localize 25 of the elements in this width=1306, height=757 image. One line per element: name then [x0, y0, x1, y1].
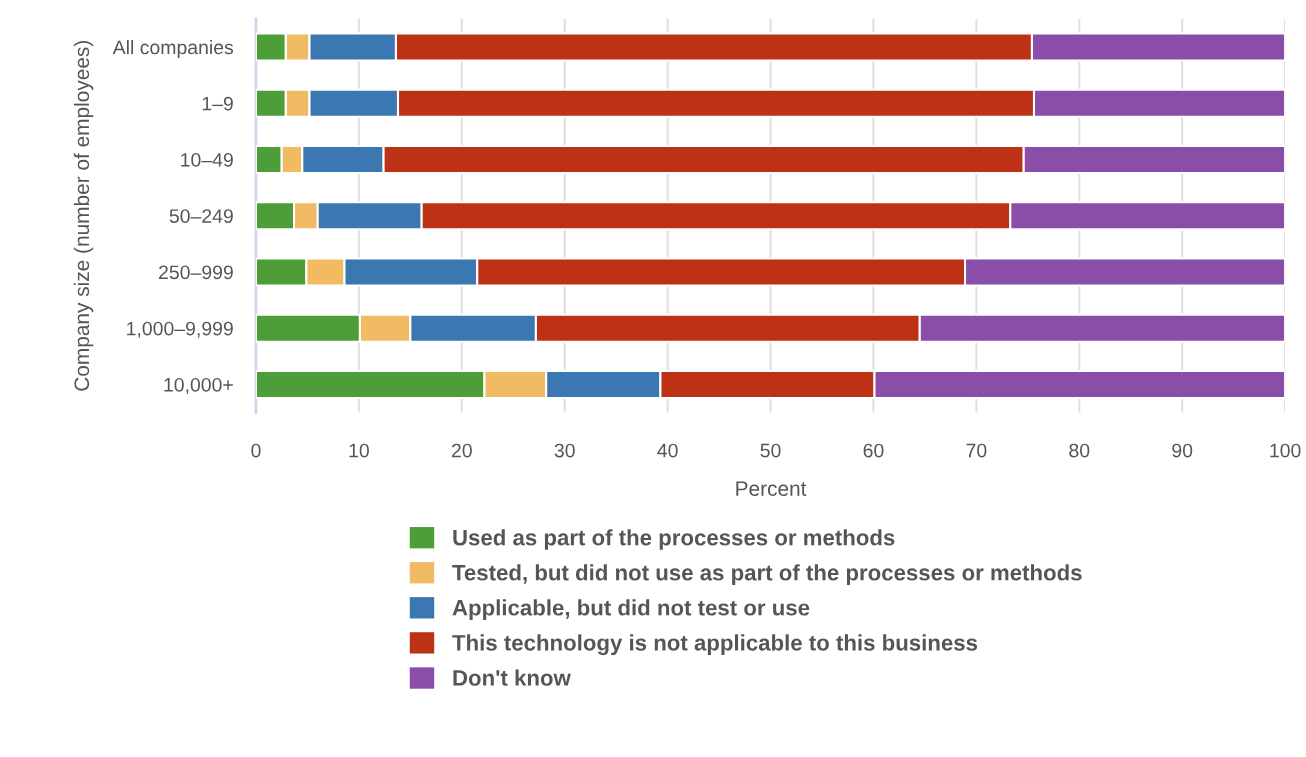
x-tick-label: 10 — [349, 443, 369, 458]
x-tick-label: 90 — [1172, 443, 1193, 458]
y-tick-label: 50–249 — [169, 209, 233, 223]
x-tick-label: 60 — [863, 443, 884, 458]
x-tick-label: 30 — [554, 443, 575, 458]
x-tick-label: 80 — [1069, 443, 1090, 458]
y-tick-label: All companies — [112, 40, 234, 59]
legend-label: Don't know — [453, 669, 571, 686]
legend-label: Used as part of the processes or methods — [453, 529, 895, 550]
x-tick-label: 40 — [657, 443, 678, 458]
x-tick-label: 0 — [251, 443, 261, 458]
legend-label: This technology is not applicable to this business — [452, 634, 978, 656]
y-tick-label: 250–999 — [159, 265, 233, 280]
x-axis-title: Percent — [736, 481, 807, 496]
y-tick-label: 10–49 — [181, 152, 233, 167]
legend-label: Tested, but did not use as part of the processes or methods — [452, 564, 1082, 585]
x-tick-label: 50 — [760, 443, 781, 458]
y-tick-label: 1–9 — [202, 96, 233, 111]
x-tick-label: 20 — [451, 443, 472, 458]
y-axis-title: Company size (number of employees) — [73, 41, 94, 391]
legend-label: Applicable, but did not test or use — [452, 599, 810, 620]
x-tick-label: 100 — [1270, 443, 1301, 458]
y-tick-label: 10,000+ — [164, 377, 233, 394]
x-tick-label: 70 — [966, 443, 987, 458]
y-tick-label: 1,000–9,999 — [127, 321, 233, 338]
